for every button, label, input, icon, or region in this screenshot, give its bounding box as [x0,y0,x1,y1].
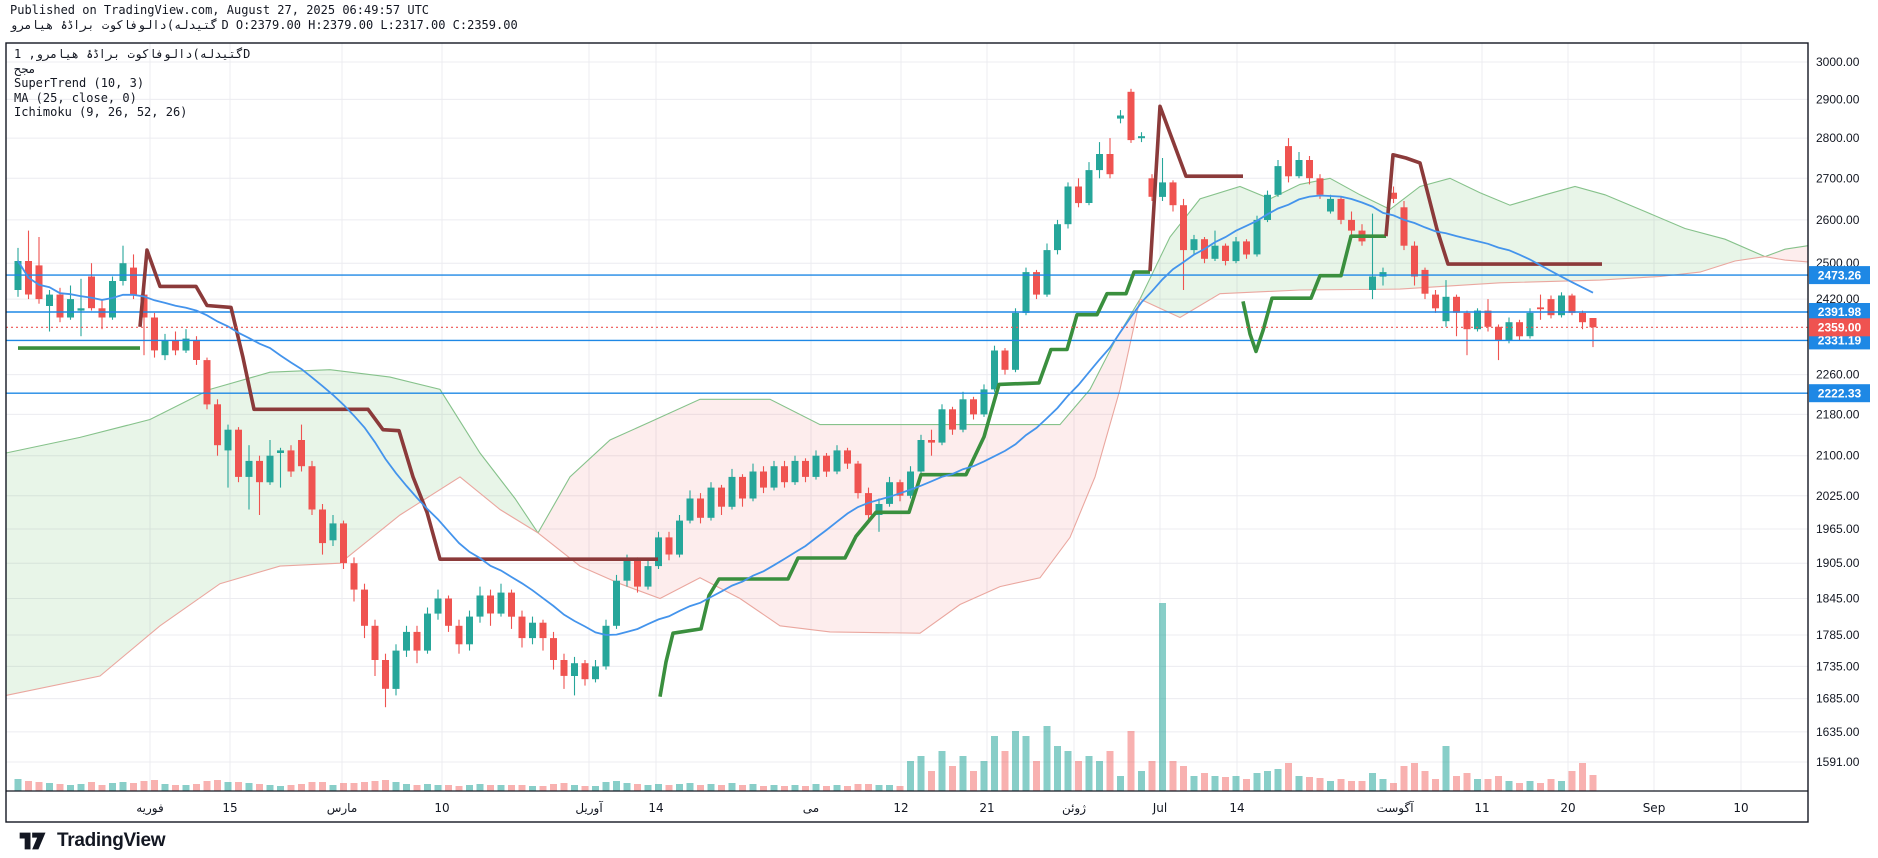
svg-text:2473.26: 2473.26 [1818,268,1862,282]
svg-text:10: 10 [1733,801,1748,815]
level-price-tag: 2473.26 [1809,266,1870,285]
supertrend-line [18,104,1602,698]
svg-text:2222.33: 2222.33 [1818,386,1862,400]
svg-text:2260.00: 2260.00 [1816,368,1860,382]
svg-text:1635.00: 1635.00 [1816,725,1860,739]
svg-text:Sep: Sep [1643,801,1666,815]
svg-text:2800.00: 2800.00 [1816,131,1860,145]
brand-name[interactable]: TradingView [57,829,166,851]
legend-supertrend: SuperTrend (10, 3) [14,76,145,90]
svg-text:2700.00: 2700.00 [1816,171,1860,185]
svg-text:2331.19: 2331.19 [1818,334,1862,348]
last-price-tag: 2359.00 [1809,318,1870,337]
svg-text:1685.00: 1685.00 [1816,692,1860,706]
svg-text:ژوئن: ژوئن [1062,801,1086,816]
svg-text:3000.00: 3000.00 [1816,55,1860,69]
svg-text:10: 10 [434,801,449,815]
svg-text:2420.00: 2420.00 [1816,292,1860,306]
svg-text:1735.00: 1735.00 [1816,659,1860,673]
svg-text:12: 12 [893,801,908,815]
candlestick-series [14,88,1597,708]
svg-text:21: 21 [979,801,994,815]
svg-text:2600.00: 2600.00 [1816,213,1860,227]
svg-text:1845.00: 1845.00 [1816,592,1860,606]
level-price-tag: 2391.98 [1809,303,1870,321]
price-axis[interactable]: 3000.002900.002800.002700.002600.002500.… [1816,55,1860,769]
svg-text:آگوست: آگوست [1376,800,1414,816]
svg-text:11: 11 [1474,801,1489,815]
svg-text:1591.00: 1591.00 [1816,755,1860,769]
svg-text:2900.00: 2900.00 [1816,92,1860,106]
svg-text:2180.00: 2180.00 [1816,407,1860,421]
svg-text:آوریل: آوریل [575,800,603,816]
svg-text:2359.00: 2359.00 [1818,321,1862,335]
svg-text:می: می [803,801,819,815]
symbol-ohlc-line: گتیدله)دالوفاکوت براڈۂ هیامرو D O:2379.00… [10,18,522,33]
svg-text:20: 20 [1560,801,1575,815]
horizontal-level-lines[interactable] [6,274,1808,394]
level-price-tag: 2222.33 [1809,384,1870,403]
svg-text:14: 14 [1229,801,1244,815]
plot-border [5,42,1809,823]
svg-text:Jul: Jul [1152,801,1167,815]
ma-line [17,194,1594,636]
header: Published on TradingView.com, August 27,… [10,3,522,33]
svg-text:1785.00: 1785.00 [1816,628,1860,642]
chart-canvas[interactable]: 3000.002900.002800.002700.002600.002500.… [0,0,1878,824]
volume-bars [14,603,1597,791]
ichimoku-cloud [5,177,1809,696]
ohlc-values: D O:2379.00 H:2379.00 L:2317.00 C:2359.0… [221,18,518,32]
legend-volume: مجح [14,61,36,76]
tradingview-logo-icon[interactable] [18,829,48,853]
footer: TradingView [0,823,1878,858]
svg-text:2025.00: 2025.00 [1816,489,1860,503]
svg-text:1905.00: 1905.00 [1816,556,1860,570]
chart-legend: گتیدله)دالوفاکوت براڈۂ هیامرو, 1D مجح Su… [14,47,250,120]
legend-symbol: گتیدله)دالوفاکوت براڈۂ هیامرو, 1D [14,47,251,61]
legend-ma: MA (25, close, 0) [14,90,137,105]
svg-text:15: 15 [222,801,237,815]
svg-text:2100.00: 2100.00 [1816,449,1860,463]
svg-text:1965.00: 1965.00 [1816,522,1860,536]
svg-text:2391.98: 2391.98 [1818,305,1862,319]
svg-text:فوریه: فوریه [136,801,164,816]
time-axis[interactable]: فوریه 15 مارس 10 آوریل 14 می 12 21 ژوئن Jul 14 آگوست… [136,800,1748,816]
legend-ichimoku: Ichimoku (9, 26, 52, 26) [14,105,188,119]
published-on-text: Published on TradingView.com, August 27,… [10,3,430,17]
svg-text:14: 14 [648,801,663,815]
symbol-name: گتیدله)دالوفاکوت براڈۂ هیامرو [10,18,218,32]
grid [6,43,1808,791]
svg-text:مارس: مارس [327,801,358,816]
